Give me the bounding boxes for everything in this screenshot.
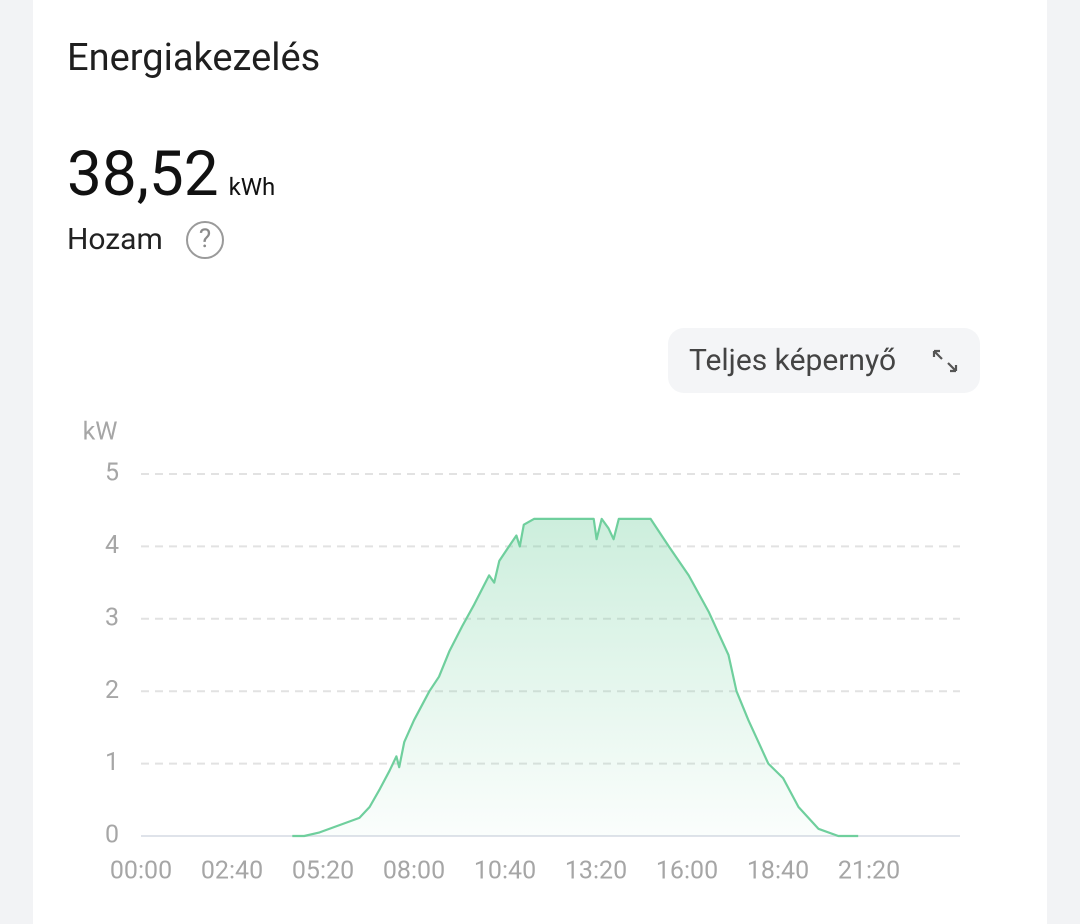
y-unit: kW xyxy=(83,418,118,447)
fullscreen-label: Teljes képernyő xyxy=(689,343,897,378)
x-tick-label: 08:00 xyxy=(383,857,445,886)
area-fill xyxy=(243,518,859,836)
x-tick-label: 10:40 xyxy=(474,857,536,886)
power-line xyxy=(292,517,859,838)
x-tick-label: 21:20 xyxy=(838,857,900,886)
x-tick-label: 05:20 xyxy=(292,857,354,886)
x-tick-label: 16:00 xyxy=(656,857,718,886)
yield-unit: kWh xyxy=(228,173,276,201)
x-tick-label: 18:40 xyxy=(747,857,809,886)
page-title: Energiakezelés xyxy=(67,36,321,80)
y-tick-label: 2 xyxy=(105,676,119,705)
y-tick-label: 5 xyxy=(105,459,119,488)
y-tick-label: 0 xyxy=(105,821,119,850)
yield-label: Hozam xyxy=(67,222,163,257)
x-tick-label: 02:40 xyxy=(201,857,263,886)
y-tick-label: 1 xyxy=(105,748,119,777)
fullscreen-button[interactable]: Teljes képernyő xyxy=(668,328,980,393)
y-tick-label: 4 xyxy=(105,531,119,560)
yield-value: 38,52 xyxy=(67,138,219,211)
x-tick-label: 13:20 xyxy=(565,857,627,886)
help-icon[interactable]: ? xyxy=(186,221,224,259)
expand-icon xyxy=(932,349,958,373)
x-tick-label: 00:00 xyxy=(110,857,172,886)
y-tick-label: 3 xyxy=(105,603,119,632)
yield-stat: 38,52 kWh xyxy=(67,138,275,211)
